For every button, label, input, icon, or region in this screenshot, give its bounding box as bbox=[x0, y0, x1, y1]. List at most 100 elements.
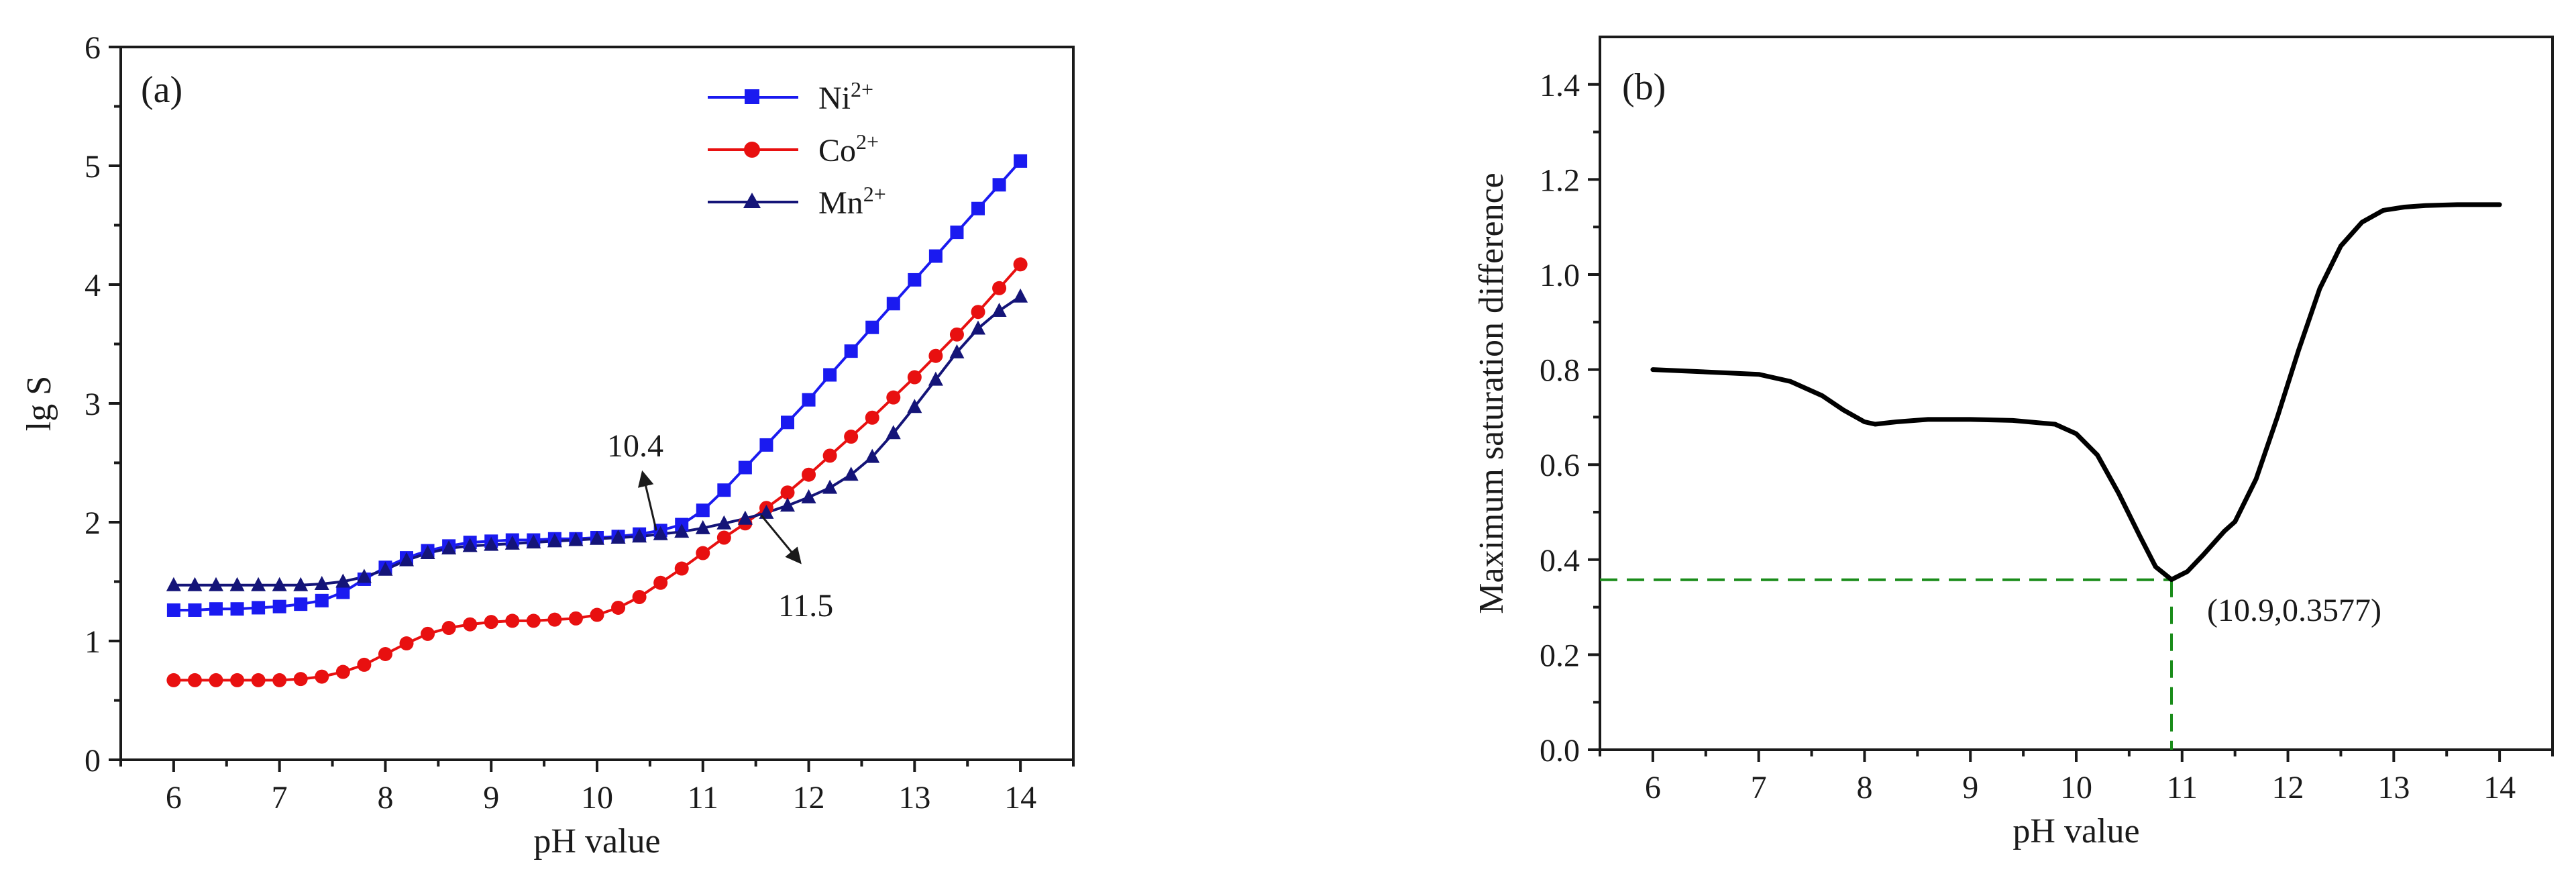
data-point-co bbox=[463, 617, 478, 632]
legend-label-co: Co2+ bbox=[818, 130, 879, 168]
chart-b-y-tick-label: 0.2 bbox=[1540, 638, 1580, 673]
chart-a-x-tick-label: 13 bbox=[898, 780, 930, 816]
chart-a-markers bbox=[166, 154, 1028, 687]
data-point-co bbox=[886, 390, 901, 405]
chart-a-y-tick-label: 4 bbox=[85, 268, 101, 303]
data-point-co bbox=[505, 613, 520, 628]
data-point-mn bbox=[504, 535, 520, 550]
data-point-co bbox=[865, 410, 879, 425]
data-point-mn bbox=[568, 532, 584, 546]
legend-marker-ni bbox=[745, 89, 759, 104]
data-point-mn bbox=[229, 577, 245, 591]
data-point-mn bbox=[780, 497, 795, 512]
data-point-co bbox=[272, 673, 287, 687]
data-point-mn bbox=[399, 552, 414, 567]
data-point-ni bbox=[294, 597, 308, 611]
data-point-mn bbox=[610, 530, 626, 544]
data-point-ni bbox=[992, 178, 1006, 192]
data-point-co bbox=[1013, 257, 1028, 272]
data-point-mn bbox=[674, 524, 690, 538]
chart-b-x-tick-label: 12 bbox=[2272, 770, 2304, 805]
chart-b-plot-frame bbox=[1599, 36, 2554, 751]
chart-a-y-tick-label: 2 bbox=[85, 505, 101, 541]
data-point-mn bbox=[378, 561, 393, 576]
data-point-co bbox=[187, 673, 202, 687]
data-point-co bbox=[421, 626, 435, 641]
data-point-mn bbox=[907, 399, 922, 413]
data-point-ni bbox=[759, 438, 773, 452]
data-point-co bbox=[293, 672, 308, 687]
data-point-co bbox=[209, 673, 223, 687]
data-point-co bbox=[653, 575, 668, 590]
data-point-mn bbox=[695, 520, 710, 534]
data-point-ni bbox=[717, 483, 731, 497]
data-point-ni bbox=[928, 249, 943, 263]
data-point-co bbox=[780, 485, 795, 500]
data-point-co bbox=[928, 348, 943, 363]
data-point-mn bbox=[590, 530, 604, 545]
data-point-ni bbox=[886, 297, 900, 311]
data-point-co bbox=[315, 669, 329, 684]
data-point-co bbox=[441, 621, 456, 636]
data-point-co bbox=[230, 673, 245, 687]
data-point-co bbox=[378, 646, 392, 661]
chart-b: 6 7 8 9 10 11 12 13 14 0.0 0.2 0.4 0.6 0.8 1.0 1.2 1.4 (… bbox=[1472, 36, 2554, 850]
chart-a-x-tick-label: 8 bbox=[377, 780, 393, 816]
data-point-ni bbox=[166, 603, 180, 617]
chart-b-ticks: 6 7 8 9 10 11 12 13 14 0.0 0.2 0.4 0.6 0.8 1.0 1.2 1.4 bbox=[1540, 68, 2554, 805]
data-point-co bbox=[992, 281, 1007, 295]
data-point-mn bbox=[187, 577, 203, 591]
chart-b-reference-lines bbox=[1600, 578, 2173, 750]
data-point-co bbox=[335, 664, 350, 679]
chart-a-y-tick-label: 6 bbox=[85, 30, 101, 66]
data-point-mn bbox=[716, 515, 732, 530]
chart-a-x-tick-label: 14 bbox=[1004, 780, 1036, 816]
annotation-arrow-11-5 bbox=[760, 514, 802, 564]
data-point-co bbox=[251, 673, 266, 687]
data-point-co bbox=[611, 600, 626, 615]
chart-a-x-axis-title: pH value bbox=[533, 822, 660, 860]
legend-label-ni: Ni2+ bbox=[818, 77, 873, 116]
data-point-ni bbox=[844, 344, 858, 358]
data-point-mn bbox=[420, 545, 435, 560]
chart-b-y-tick-label: 1.4 bbox=[1540, 68, 1580, 103]
data-point-mn bbox=[335, 573, 351, 588]
data-point-mn bbox=[272, 577, 287, 591]
chart-a-annotations: 10.4 11.5 bbox=[607, 428, 833, 624]
data-point-ni bbox=[209, 602, 223, 616]
data-point-co bbox=[971, 305, 985, 319]
data-point-ni bbox=[315, 593, 329, 607]
data-point-mn bbox=[843, 466, 859, 481]
series-line-saturation-difference bbox=[1650, 202, 2502, 582]
data-point-co bbox=[844, 430, 859, 444]
chart-b-x-tick-label: 9 bbox=[1962, 770, 1978, 805]
chart-b-x-tick-label: 7 bbox=[1751, 770, 1767, 805]
data-point-ni bbox=[252, 601, 266, 615]
data-point-mn bbox=[885, 425, 901, 440]
legend-marker-mn bbox=[743, 193, 761, 208]
data-point-mn bbox=[526, 534, 541, 549]
data-point-mn bbox=[759, 504, 774, 519]
data-point-ni bbox=[1014, 154, 1028, 168]
data-point-co bbox=[547, 612, 562, 627]
data-point-mn bbox=[822, 479, 838, 494]
data-point-co bbox=[568, 611, 583, 626]
chart-a-x-tick-label: 11 bbox=[688, 780, 718, 816]
chart-a-y-axis-title: lg S bbox=[20, 376, 58, 431]
legend-entry-mn: Mn2+ bbox=[708, 182, 886, 221]
data-point-co bbox=[802, 467, 816, 482]
data-point-mn bbox=[441, 540, 457, 554]
data-point-ni bbox=[230, 602, 244, 616]
data-point-co bbox=[166, 673, 181, 687]
data-point-ni bbox=[971, 201, 985, 215]
data-point-mn bbox=[166, 577, 181, 591]
chart-b-x-axis-title: pH value bbox=[2012, 812, 2139, 850]
reference-point-label: (10.9,0.3577) bbox=[2207, 593, 2381, 628]
data-point-co bbox=[357, 657, 372, 672]
data-point-ni bbox=[188, 603, 202, 617]
data-point-co bbox=[399, 636, 414, 651]
chart-a-x-tick-label: 7 bbox=[272, 780, 288, 816]
